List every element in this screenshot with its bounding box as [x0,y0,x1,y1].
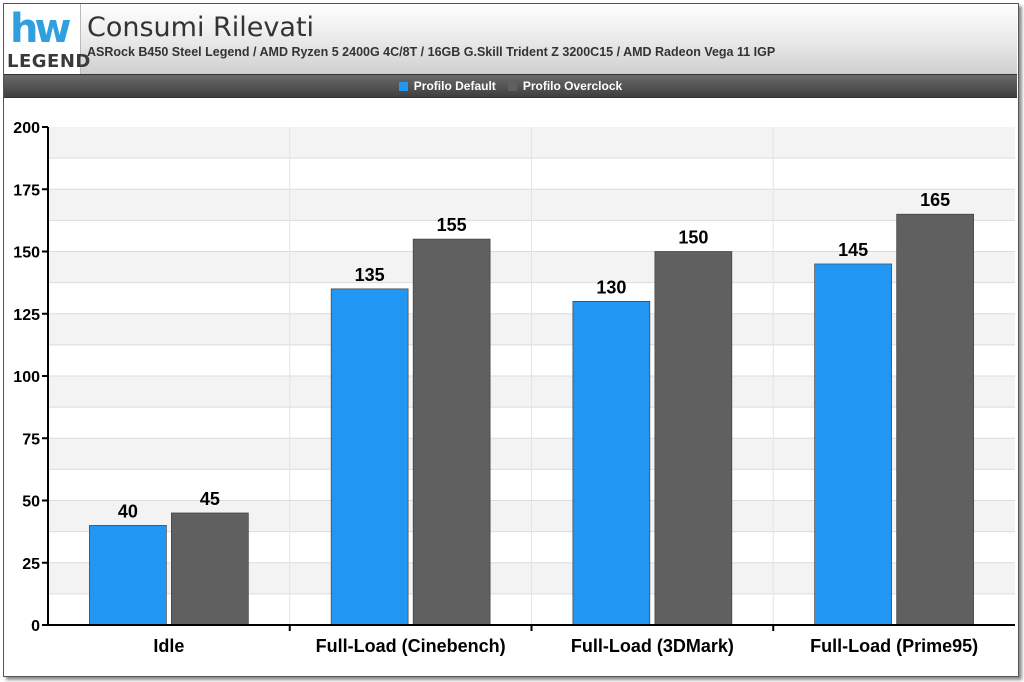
legend-swatch-default [398,81,408,91]
y-tick-label: 200 [13,120,40,137]
bar-overclock [654,251,733,626]
legend-swatch-overclock [507,81,517,91]
legend-item-overclock: Profilo Overclock [507,79,623,93]
legend-label-overclock: Profilo Overclock [522,79,623,93]
y-tick-label: 100 [13,369,40,386]
bar-overclock [412,238,491,626]
y-tick-label: 125 [13,307,40,324]
data-label: 130 [596,277,626,297]
chart-subtitle: ASRock B450 Steel Legend / AMD Ryzen 5 2… [87,45,776,59]
category-label: Idle [153,636,184,656]
bar-default [330,288,409,626]
data-label: 45 [200,489,220,509]
legend-item-default: Profilo Default [398,79,496,93]
legend-label-default: Profilo Default [413,79,496,93]
bar-overclock [896,213,974,626]
logo-word: LEGEND [7,51,91,72]
bar-default [89,525,167,626]
data-label: 135 [355,265,385,285]
legend: Profilo Default Profilo Overclock [4,74,1017,98]
y-tick-label: 25 [22,556,40,573]
category-label: Full-Load (Cinebench) [316,636,506,656]
bar-default [814,263,892,626]
logo: hw LEGEND [4,4,90,75]
data-label: 145 [838,240,868,260]
data-label: 150 [678,228,708,248]
logo-mark: hw [10,6,71,52]
y-tick-label: 150 [13,245,40,262]
y-tick-label: 0 [31,618,40,635]
data-label: 155 [437,215,467,235]
y-tick-label: 75 [22,431,40,448]
category-label: Full-Load (3DMark) [571,636,734,656]
y-tick-label: 175 [13,182,40,199]
data-label: 165 [920,190,950,210]
y-tick-label: 50 [22,494,40,511]
bar-overclock [171,512,249,626]
data-label: 40 [118,501,138,521]
chart-title: Consumi Rilevati [87,12,315,43]
bar-default [572,300,651,626]
category-label: Full-Load (Prime95) [810,636,978,656]
chart-header [4,4,1017,74]
